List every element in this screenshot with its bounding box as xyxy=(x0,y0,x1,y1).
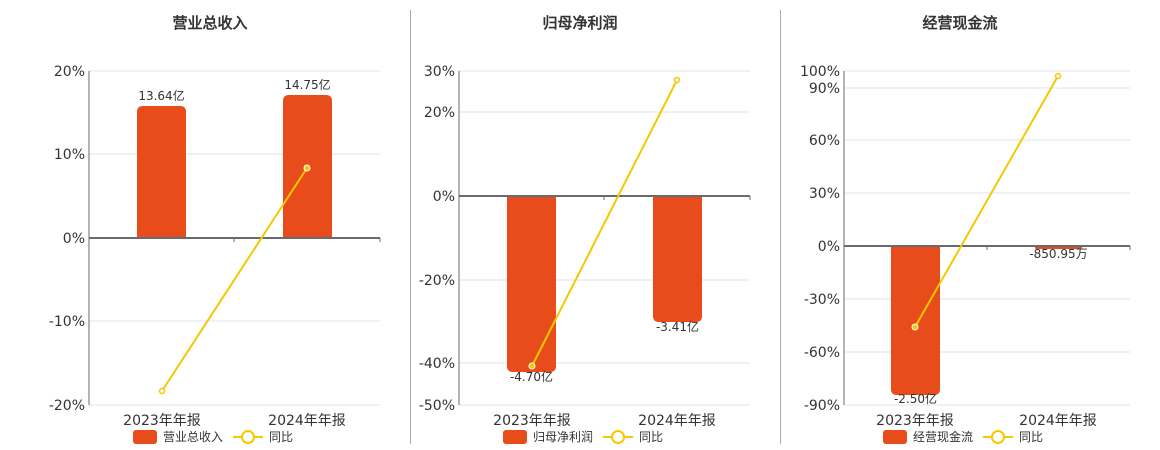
y-tick-label: 100% xyxy=(800,64,840,80)
legend-operating-cashflow: 经营现金流 同比 xyxy=(883,428,1043,445)
line-legend-label[interactable]: 同比 xyxy=(269,430,294,444)
bar-value-label: -4.70亿 xyxy=(510,369,553,384)
bar-value-label: -3.41亿 xyxy=(656,319,699,334)
yoy-line xyxy=(161,167,308,392)
y-tick-label: -90% xyxy=(804,398,840,414)
y-tick-label: 20% xyxy=(54,64,85,80)
x-tick-label: 2024年年报 xyxy=(268,413,346,429)
y-tick-label: -40% xyxy=(419,356,455,372)
y-tick-label: -30% xyxy=(804,292,840,308)
x-tick-label: 2024年年报 xyxy=(1019,413,1097,429)
yoy-point[interactable] xyxy=(303,164,311,172)
bar-value-label: -2.50亿 xyxy=(894,391,937,406)
bar-value-label: -850.95万 xyxy=(1029,247,1087,261)
yoy-point[interactable] xyxy=(528,362,536,370)
bar[interactable] xyxy=(507,196,556,372)
panel-divider xyxy=(780,10,781,444)
line-legend-label[interactable]: 同比 xyxy=(639,430,664,444)
y-tick-label: -60% xyxy=(804,345,840,361)
yoy-point[interactable] xyxy=(673,76,681,84)
bar-legend-swatch[interactable] xyxy=(883,429,907,444)
chart-0: 20% 10% 0% -10% -20% 13.64亿 14.75亿 2023年年报 2024年… xyxy=(49,64,381,429)
y-tick-label: 0% xyxy=(63,231,85,247)
x-tick-label: 2023年年报 xyxy=(493,413,571,429)
yoy-point[interactable] xyxy=(1054,72,1062,80)
bar-legend-label[interactable]: 经营现金流 xyxy=(913,430,974,444)
line-legend-icon[interactable] xyxy=(603,429,634,444)
y-tick-label: -20% xyxy=(419,273,455,289)
y-tick-label: 30% xyxy=(809,186,840,202)
chart-title-net-profit: 归母净利润 xyxy=(542,14,618,32)
bar-legend-swatch[interactable] xyxy=(133,429,157,444)
y-tick-label: 0% xyxy=(818,239,840,255)
line-legend-icon[interactable] xyxy=(983,429,1014,444)
bar-legend-label[interactable]: 归母净利润 xyxy=(533,430,594,444)
chart-title-operating-cashflow: 经营现金流 xyxy=(922,14,998,32)
chart-1: 30% 20% 0% -20% -40% -50% -4.70亿 -3.41亿 2023年年报 2… xyxy=(419,64,751,429)
bar-legend-label[interactable]: 营业总收入 xyxy=(163,430,224,444)
y-tick-label: 90% xyxy=(809,81,840,97)
yoy-line xyxy=(914,75,1059,328)
y-tick-label: -20% xyxy=(49,398,85,414)
yoy-point[interactable] xyxy=(158,387,166,395)
y-tick-label: 10% xyxy=(54,147,85,163)
line-legend-icon[interactable] xyxy=(233,429,264,444)
line-legend-label[interactable]: 同比 xyxy=(1019,430,1044,444)
bar[interactable] xyxy=(137,106,186,238)
yoy-point[interactable] xyxy=(911,323,919,331)
bar[interactable] xyxy=(653,196,702,322)
legend-revenue: 营业总收入 同比 xyxy=(133,428,293,445)
chart-title-revenue: 营业总收入 xyxy=(172,14,248,32)
y-tick-label: 0% xyxy=(433,189,455,205)
bar-legend-swatch[interactable] xyxy=(503,429,527,444)
y-tick-label: -10% xyxy=(49,314,85,330)
x-tick-label: 2023年年报 xyxy=(876,413,954,429)
yoy-line xyxy=(531,79,678,367)
bar[interactable] xyxy=(891,246,940,395)
chart-2: 100%90% 60% 30% 0% -30% -60% -90% -2.50亿 -850.95… xyxy=(800,64,1131,429)
y-tick-label: 20% xyxy=(424,105,455,121)
y-tick-label: -50% xyxy=(419,398,455,414)
panel-divider xyxy=(410,10,411,444)
y-tick-label: 30% xyxy=(424,64,455,80)
bar-value-label: 13.64亿 xyxy=(138,88,184,103)
legend-net-profit: 归母净利润 同比 xyxy=(503,428,663,445)
x-tick-label: 2024年年报 xyxy=(638,413,716,429)
y-tick-label: 60% xyxy=(809,133,840,149)
bar-value-label: 14.75亿 xyxy=(284,77,330,92)
x-tick-label: 2023年年报 xyxy=(123,413,201,429)
